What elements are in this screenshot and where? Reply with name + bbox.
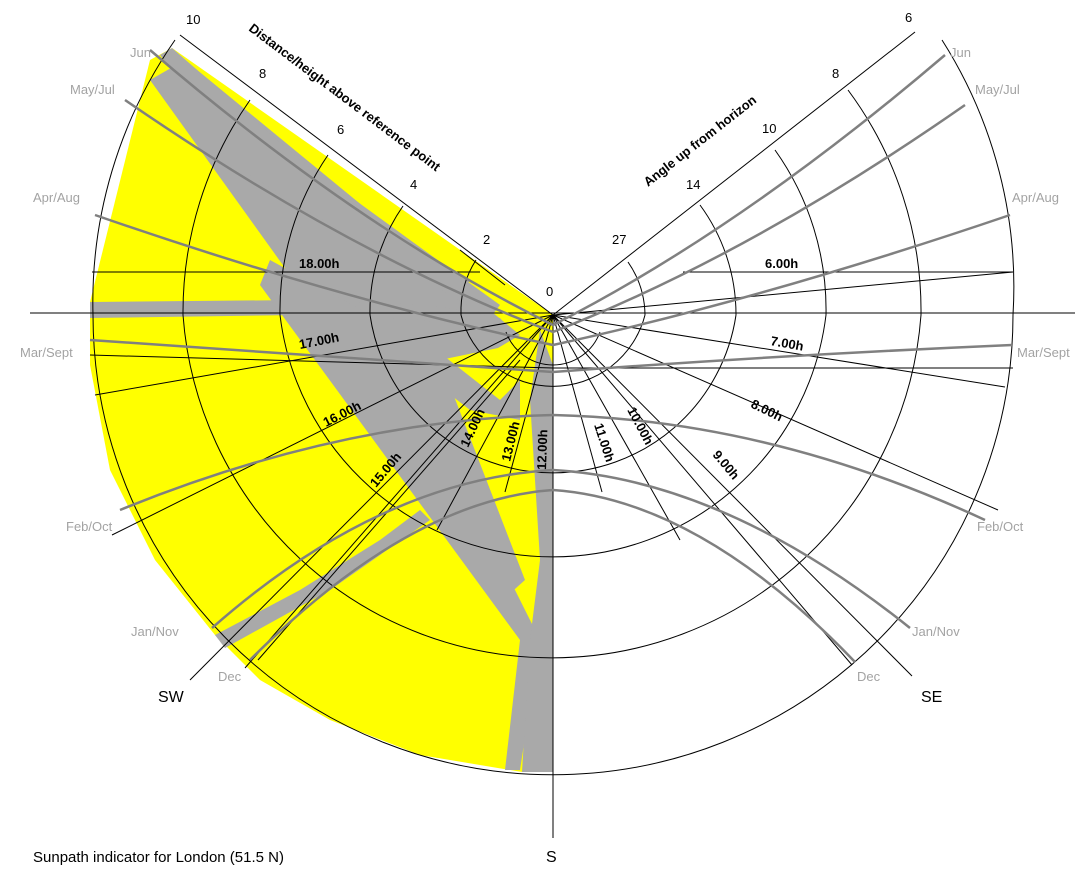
month-left-apr-aug: Apr/Aug xyxy=(33,190,80,205)
sunpath-may-jul xyxy=(124,98,966,334)
arc-left-upper-460 xyxy=(92,39,176,316)
left-scale-tick-6: 6 xyxy=(337,122,344,137)
right-scale-title: Angle up from horizon xyxy=(641,92,760,189)
month-right-feb-oct: Feb/Oct xyxy=(977,519,1024,534)
hour-label-6: 6.00h xyxy=(765,256,798,271)
month-right-apr-aug: Apr/Aug xyxy=(1012,190,1059,205)
right-scale-tick-6: 6 xyxy=(905,10,912,25)
arc-right-upper-95 xyxy=(627,261,646,316)
left-scale-tick-2: 2 xyxy=(483,232,490,247)
grey-band-8 xyxy=(290,230,470,295)
arc-left-upper-185 xyxy=(369,205,404,316)
right-scale-tick-10: 10 xyxy=(762,121,776,136)
hour-line-16 xyxy=(111,314,554,536)
hour-line-9 xyxy=(552,314,853,666)
hour-label-18: 18.00h xyxy=(299,256,340,271)
month-right-may-jul: May/Jul xyxy=(975,82,1020,97)
shading-left-sector xyxy=(90,48,553,772)
month-right-mar-sept: Mar/Sept xyxy=(1017,345,1070,360)
month-left-jan-nov: Jan/Nov xyxy=(131,624,179,639)
month-right-jun: Jun xyxy=(950,45,971,60)
direction-se: SE xyxy=(921,689,942,706)
arc-left-upper-95 xyxy=(460,259,477,316)
arc-right-upper-185 xyxy=(699,204,737,316)
right-scale-tick-8: 8 xyxy=(832,66,839,81)
sunpath-dec xyxy=(249,488,856,663)
yellow-shade-area xyxy=(90,48,553,772)
direction-s: S xyxy=(546,849,557,866)
center-zero-label: 0 xyxy=(546,284,553,299)
month-left-jun: Jun xyxy=(130,45,151,60)
month-left-feb-oct: Feb/Oct xyxy=(66,519,113,534)
month-right-jan-nov: Jan/Nov xyxy=(912,624,960,639)
left-scale-tick-8: 8 xyxy=(259,66,266,81)
sunpath-apr-aug xyxy=(94,213,1011,347)
month-left-may-jul: May/Jul xyxy=(70,82,115,97)
arc-right-upper-460 xyxy=(941,39,1015,316)
right-scale-tick-27: 27 xyxy=(612,232,626,247)
hour-line-15 xyxy=(244,314,554,669)
sunpath-jun xyxy=(149,49,946,327)
right-wedge-edge xyxy=(552,31,916,316)
caption: Sunpath indicator for London (51.5 N) xyxy=(33,849,284,866)
hour-line-11 xyxy=(552,314,603,493)
direction-sw: SW xyxy=(158,689,185,706)
month-left-dec: Dec xyxy=(218,669,242,684)
arc-left-upper-275 xyxy=(279,154,329,316)
arc-right-upper-275 xyxy=(774,149,827,316)
hour-line-8 xyxy=(552,314,999,511)
grey-band-2 xyxy=(160,48,500,318)
sun-path-curves xyxy=(89,49,1013,663)
month-right-dec: Dec xyxy=(857,669,881,684)
hour-label-7: 7.00h xyxy=(769,333,804,354)
sunpath-mar-sept xyxy=(89,338,1013,374)
se-axis xyxy=(552,314,913,677)
sunpath-feb-oct xyxy=(119,413,986,522)
hour-line-14 xyxy=(436,314,554,531)
grey-band-5 xyxy=(522,330,553,772)
hour-label-11: 11.00h xyxy=(591,421,618,464)
hour-line-10 xyxy=(552,314,681,541)
arc-left-upper-370 xyxy=(182,99,251,316)
arc-r370 xyxy=(182,314,922,659)
hour-line-6 xyxy=(552,271,1014,316)
hour-label-10: 10.00h xyxy=(624,404,656,447)
arc-right-upper-370 xyxy=(847,89,922,316)
sw-axis xyxy=(189,314,554,681)
left-scale-tick-10: 10 xyxy=(186,12,200,27)
month-left-mar-sept: Mar/Sept xyxy=(20,345,73,360)
right-scale-tick-14: 14 xyxy=(686,177,700,192)
tick-left-2 xyxy=(459,249,506,286)
hour-label-12: 12.00h xyxy=(534,429,550,470)
left-scale-tick-4: 4 xyxy=(410,177,417,192)
hour-line-7 xyxy=(552,314,1006,388)
sunpath-jan-nov xyxy=(211,468,911,629)
left-wedge-edge xyxy=(179,34,554,316)
hour-label-8: 8.00h xyxy=(749,396,786,424)
